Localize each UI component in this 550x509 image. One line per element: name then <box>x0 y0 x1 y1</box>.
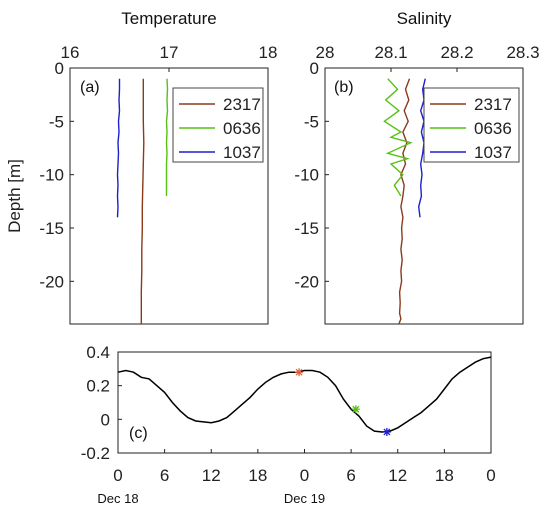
time-x-tick-label: 18 <box>248 466 267 485</box>
temp-y-tick-label: -10 <box>39 166 64 185</box>
temp-y-tick-label: -15 <box>39 219 64 238</box>
temp-x-tick-label: 18 <box>259 43 278 62</box>
sea-level-series <box>117 356 492 433</box>
cast-marker-0636 <box>351 405 360 414</box>
sal-y-tick-label: -5 <box>304 112 319 131</box>
panel-label-a: (a) <box>80 79 100 96</box>
sal-series-0636 <box>383 78 413 197</box>
panel-label-c: (c) <box>129 425 148 442</box>
panel-sea-level: (c) 0 6 12 18 0 6 12 18 0 0.40.20-0.2 Dec 18 Dec … <box>81 343 496 506</box>
marker-stroke <box>383 428 391 436</box>
time-x-tick-label: 6 <box>346 466 355 485</box>
date-label: Dec 19 <box>284 491 325 506</box>
panel-temperature: Temperature (a) Depth [m] 16 17 18 0 -5 -10 -… <box>5 9 278 325</box>
temp-legend-label-0636: 0636 <box>223 119 261 138</box>
time-x-tick-label: 12 <box>388 466 407 485</box>
time-y-tick-label: 0.4 <box>86 343 110 362</box>
plot-frame-c <box>117 351 492 454</box>
marker-stroke <box>295 368 303 376</box>
date-label: Dec 18 <box>97 491 138 506</box>
time-x-tick-label: 18 <box>435 466 454 485</box>
panel-label-b: (b) <box>334 79 354 96</box>
sal-x-tick-label: 28.1 <box>374 43 407 62</box>
y-axis-label: Depth [m] <box>5 159 24 233</box>
time-x-tick-label: 0 <box>113 466 122 485</box>
sal-legend-box <box>423 87 520 163</box>
time-y-tick-label: 0 <box>101 410 110 429</box>
sal-x-tick-label: 28 <box>316 43 335 62</box>
time-x-tick-label: 12 <box>202 466 221 485</box>
cast-marker-2317 <box>295 368 304 377</box>
sal-y-tick-label: -10 <box>294 166 319 185</box>
temp-y-tick-label: -20 <box>39 272 64 291</box>
temp-series-1037 <box>116 78 121 218</box>
legend-a: 2317 0636 1037 <box>172 87 264 163</box>
sal-legend-label-0636: 0636 <box>474 119 512 138</box>
legend-b: 2317 0636 1037 <box>423 87 520 163</box>
sal-x-tick-label: 28.2 <box>440 43 473 62</box>
sal-series-1037 <box>417 78 426 218</box>
cast-marker-1037 <box>382 427 391 436</box>
panel-salinity: Salinity (b) 28 28.1 28.2 28.3 0 -5 -10 -15 -20… <box>294 9 540 325</box>
time-y-tick-label: -0.2 <box>81 444 110 463</box>
temperature-title: Temperature <box>121 9 216 28</box>
sal-y-tick-label: 0 <box>310 59 319 78</box>
sal-legend-label-2317: 2317 <box>474 95 512 114</box>
temp-x-tick-label: 16 <box>61 43 80 62</box>
salinity-title: Salinity <box>397 9 452 28</box>
sal-x-tick-label: 28.3 <box>506 43 539 62</box>
marker-stroke <box>352 405 360 413</box>
sal-y-tick-label: -15 <box>294 219 319 238</box>
sal-y-tick-label: -20 <box>294 272 319 291</box>
temp-series-0636 <box>165 78 169 196</box>
temp-series-2317 <box>140 78 145 324</box>
temp-y-tick-label: 0 <box>55 59 64 78</box>
temp-legend-box <box>172 87 264 163</box>
temp-legend-label-2317: 2317 <box>223 95 261 114</box>
time-y-tick-label: 0.2 <box>86 377 110 396</box>
time-x-tick-label: 6 <box>160 466 169 485</box>
time-x-tick-label: 0 <box>300 466 309 485</box>
sal-legend-label-1037: 1037 <box>474 143 512 162</box>
temp-y-tick-label: -5 <box>49 112 64 131</box>
time-x-tick-label: 0 <box>486 466 495 485</box>
temp-x-tick-label: 17 <box>160 43 179 62</box>
sal-series-2317 <box>398 78 411 325</box>
temp-legend-label-1037: 1037 <box>223 143 261 162</box>
